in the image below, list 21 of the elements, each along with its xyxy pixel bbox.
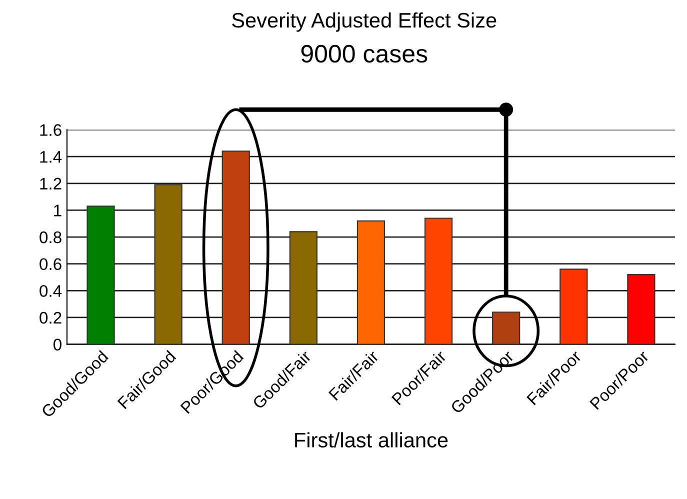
- bar: [222, 150, 250, 344]
- y-tick-label: 1.6: [40, 124, 62, 136]
- y-tick-label: 1.4: [40, 151, 62, 163]
- y-tick-label: 0: [54, 338, 62, 351]
- bar: [86, 206, 115, 344]
- chart-subtitle: 9000 cases: [301, 44, 428, 63]
- y-tick-label: 0.6: [40, 258, 62, 270]
- y-tick-label: 0.8: [40, 231, 62, 244]
- bar: [424, 218, 453, 344]
- bar: [492, 312, 520, 344]
- x-axis-title: First/last alliance: [295, 432, 448, 448]
- bar: [627, 274, 656, 344]
- y-tick-label: 0.4: [40, 285, 62, 297]
- chart-title: Severity Adjusted Effect Size: [232, 12, 496, 32]
- bar: [356, 220, 386, 344]
- y-tick-label: 1: [54, 204, 62, 216]
- bar: [560, 268, 588, 344]
- y-tick-label: 1.2: [40, 178, 62, 190]
- bar: [154, 184, 182, 344]
- y-tick-label: 0.2: [40, 312, 62, 324]
- bar: [289, 231, 318, 344]
